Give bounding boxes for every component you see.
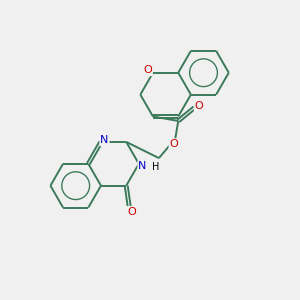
Text: H: H [152,162,160,172]
Text: O: O [195,101,203,111]
Text: N: N [138,161,147,171]
Text: O: O [127,207,136,217]
Text: N: N [100,135,109,146]
Text: O: O [143,65,152,75]
Text: O: O [169,139,178,149]
